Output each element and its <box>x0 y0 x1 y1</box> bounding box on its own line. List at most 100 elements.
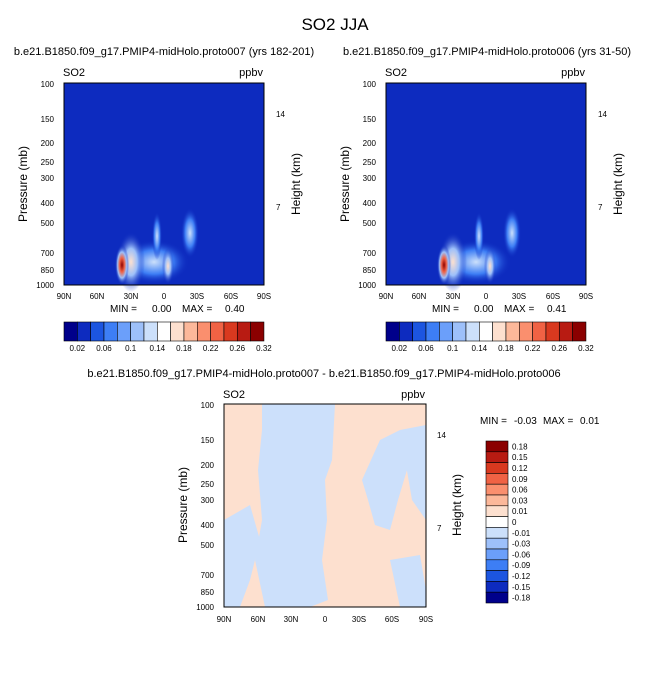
panel-2-anomaly-spur <box>474 212 484 260</box>
panel-3-ytick-700: 700 <box>201 571 215 580</box>
colorbar-diff-box-9 <box>485 537 509 550</box>
panel-1-ytick-100: 100 <box>41 80 55 89</box>
panel-3-ytick-100: 100 <box>201 401 215 410</box>
colorbar-diff-box-12 <box>485 570 509 582</box>
colorbar-2-label-3: 0.14 <box>472 344 488 353</box>
colorbar-1-label-0: 0.02 <box>70 344 86 353</box>
panel-1-max-label: MAX = <box>182 304 212 315</box>
colorbar-diff-label-6: 0.01 <box>512 507 528 516</box>
colorbar-diff-box-6 <box>485 505 509 517</box>
panel-3-ytick-300: 300 <box>201 496 215 505</box>
colorbar-1-label-1: 0.06 <box>96 344 112 353</box>
colorbar-diff-label-7: 0 <box>512 518 517 527</box>
panel-2-anomaly-peak <box>437 245 451 285</box>
panel-2-stats: MIN = 0.00 MAX = 0.41 <box>432 304 567 315</box>
colorbar-1-box-14 <box>250 321 265 342</box>
colorbar-2-box-14 <box>572 321 587 342</box>
panel-1-height-tick-7: 7 <box>276 203 281 212</box>
colorbar-2-box-3 <box>425 321 440 342</box>
colorbar-2-box-7 <box>479 321 493 342</box>
panel-3-plot-area <box>223 403 427 608</box>
colorbar-2-box-2 <box>412 321 427 342</box>
panel-3: b.e21.B1850.f09_g17.PMIP4-midHolo.proto0… <box>87 368 600 624</box>
panel-3-ylabel-right: Height (km) <box>450 474 464 536</box>
panel-1-height-tick-14: 14 <box>276 110 285 119</box>
panel-2-xtick-90s: 90S <box>579 292 593 301</box>
panel-3-xtick-60n: 60N <box>251 615 266 624</box>
colorbar-diff-label-4: 0.06 <box>512 486 528 495</box>
panel-3-xtick-60s: 60S <box>385 615 399 624</box>
panel-1-frame <box>63 82 265 286</box>
colorbar-1-box-10 <box>197 321 211 342</box>
colorbar-diff-label-9: -0.03 <box>512 540 531 549</box>
colorbar-diff-box-2 <box>485 462 509 474</box>
panel-2-xtick-30s: 30S <box>512 292 526 301</box>
colorbar-2-box-6 <box>465 321 480 342</box>
colorbar-diff-label-0: 0.18 <box>512 442 528 451</box>
panel-2-ytick-500: 500 <box>363 219 377 228</box>
panel-1-ytick-700: 700 <box>41 249 55 258</box>
figure-title: SO2 JJA <box>301 15 369 34</box>
panel-3-negative-region-low-south <box>390 555 426 607</box>
panel-1-anomaly-equator <box>162 248 174 284</box>
colorbar-2-box-10 <box>518 321 533 342</box>
colorbar-diff-label-13: -0.15 <box>512 583 531 592</box>
panel-1-variable-label: SO2 <box>63 67 85 79</box>
colorbar-diff-label-12: -0.12 <box>512 572 531 581</box>
panel-2-ytick-400: 400 <box>363 199 377 208</box>
panel-2-frame <box>385 82 587 286</box>
panel-1-stats: MIN = 0.00 MAX = 0.40 <box>110 304 245 315</box>
panel-2-xtick-90n: 90N <box>379 292 394 301</box>
panel-1-ylabel: Pressure (mb) <box>16 146 30 222</box>
panel-1-plot-area <box>63 82 265 292</box>
panel-2-anomaly-upper <box>503 208 521 258</box>
colorbar-1: 0.02 0.06 0.1 0.14 0.18 0.22 0.26 0.32 <box>63 321 272 353</box>
panel-3-xtick-30n: 30N <box>284 615 299 624</box>
panel-3-xticks: 90N 60N 30N 0 30S 60S 90S <box>217 615 433 624</box>
panel-3-ytick-500: 500 <box>201 541 215 550</box>
panel-2-xticks: 90N 60N 30N 0 30S 60S 90S <box>379 292 593 301</box>
panel-2: b.e21.B1850.f09_g17.PMIP4-midHolo.proto0… <box>338 46 631 315</box>
colorbar-2-box-11 <box>532 321 547 342</box>
panel-3-yticks: 100 150 200 250 300 400 500 700 850 1000 <box>196 401 214 612</box>
colorbar-2-label-6: 0.26 <box>552 344 568 353</box>
colorbar-2: 0.02 0.06 0.1 0.14 0.18 0.22 0.26 0.32 <box>385 321 594 353</box>
panel-2-anomaly-equator <box>484 248 496 284</box>
panel-1-anomaly-peak <box>115 245 129 285</box>
panel-3-max-value: 0.01 <box>580 416 600 427</box>
panel-3-xtick-0: 0 <box>323 615 328 624</box>
panel-2-min-label: MIN = <box>432 304 459 315</box>
colorbar-1-box-6 <box>143 321 158 342</box>
colorbar-diff-box-10 <box>485 548 509 561</box>
colorbar-1-box-3 <box>103 321 118 342</box>
panel-1-xtick-0: 0 <box>162 292 167 301</box>
panel-3-variable-label: SO2 <box>223 389 245 401</box>
panel-2-ytick-850: 850 <box>363 266 377 275</box>
colorbar-diff-box-1 <box>485 451 509 463</box>
colorbar-diff-box-3 <box>485 473 509 485</box>
panel-1-ytick-1000: 1000 <box>36 281 54 290</box>
panel-2-units-label: ppbv <box>561 67 585 79</box>
panel-1-max-value: 0.40 <box>225 304 245 315</box>
colorbar-diff-box-8 <box>485 527 509 539</box>
panel-1-ytick-200: 200 <box>41 139 55 148</box>
colorbar-diff-label-3: 0.09 <box>512 475 528 484</box>
panel-3-height-tick-14: 14 <box>437 431 446 440</box>
colorbar-1-box-9 <box>183 321 198 342</box>
panel-2-ytick-250: 250 <box>363 158 377 167</box>
panel-1-xtick-60s: 60S <box>224 292 238 301</box>
panel-3-yticks-right: 14 7 <box>437 431 446 533</box>
panel-2-xtick-60s: 60S <box>546 292 560 301</box>
colorbar-2-box-13 <box>558 321 573 342</box>
panel-3-xtick-90n: 90N <box>217 615 232 624</box>
colorbar-1-box-1 <box>77 321 91 342</box>
colorbar-2-box-12 <box>545 321 560 342</box>
panel-3-title: b.e21.B1850.f09_g17.PMIP4-midHolo.proto0… <box>87 368 560 380</box>
panel-1-ytick-250: 250 <box>41 158 55 167</box>
panel-2-ytick-300: 300 <box>363 174 377 183</box>
panel-2-height-tick-14: 14 <box>598 110 607 119</box>
panel-2-ytick-1000: 1000 <box>358 281 376 290</box>
panel-2-height-tick-7: 7 <box>598 203 603 212</box>
panel-3-min-label: MIN = <box>480 416 507 427</box>
